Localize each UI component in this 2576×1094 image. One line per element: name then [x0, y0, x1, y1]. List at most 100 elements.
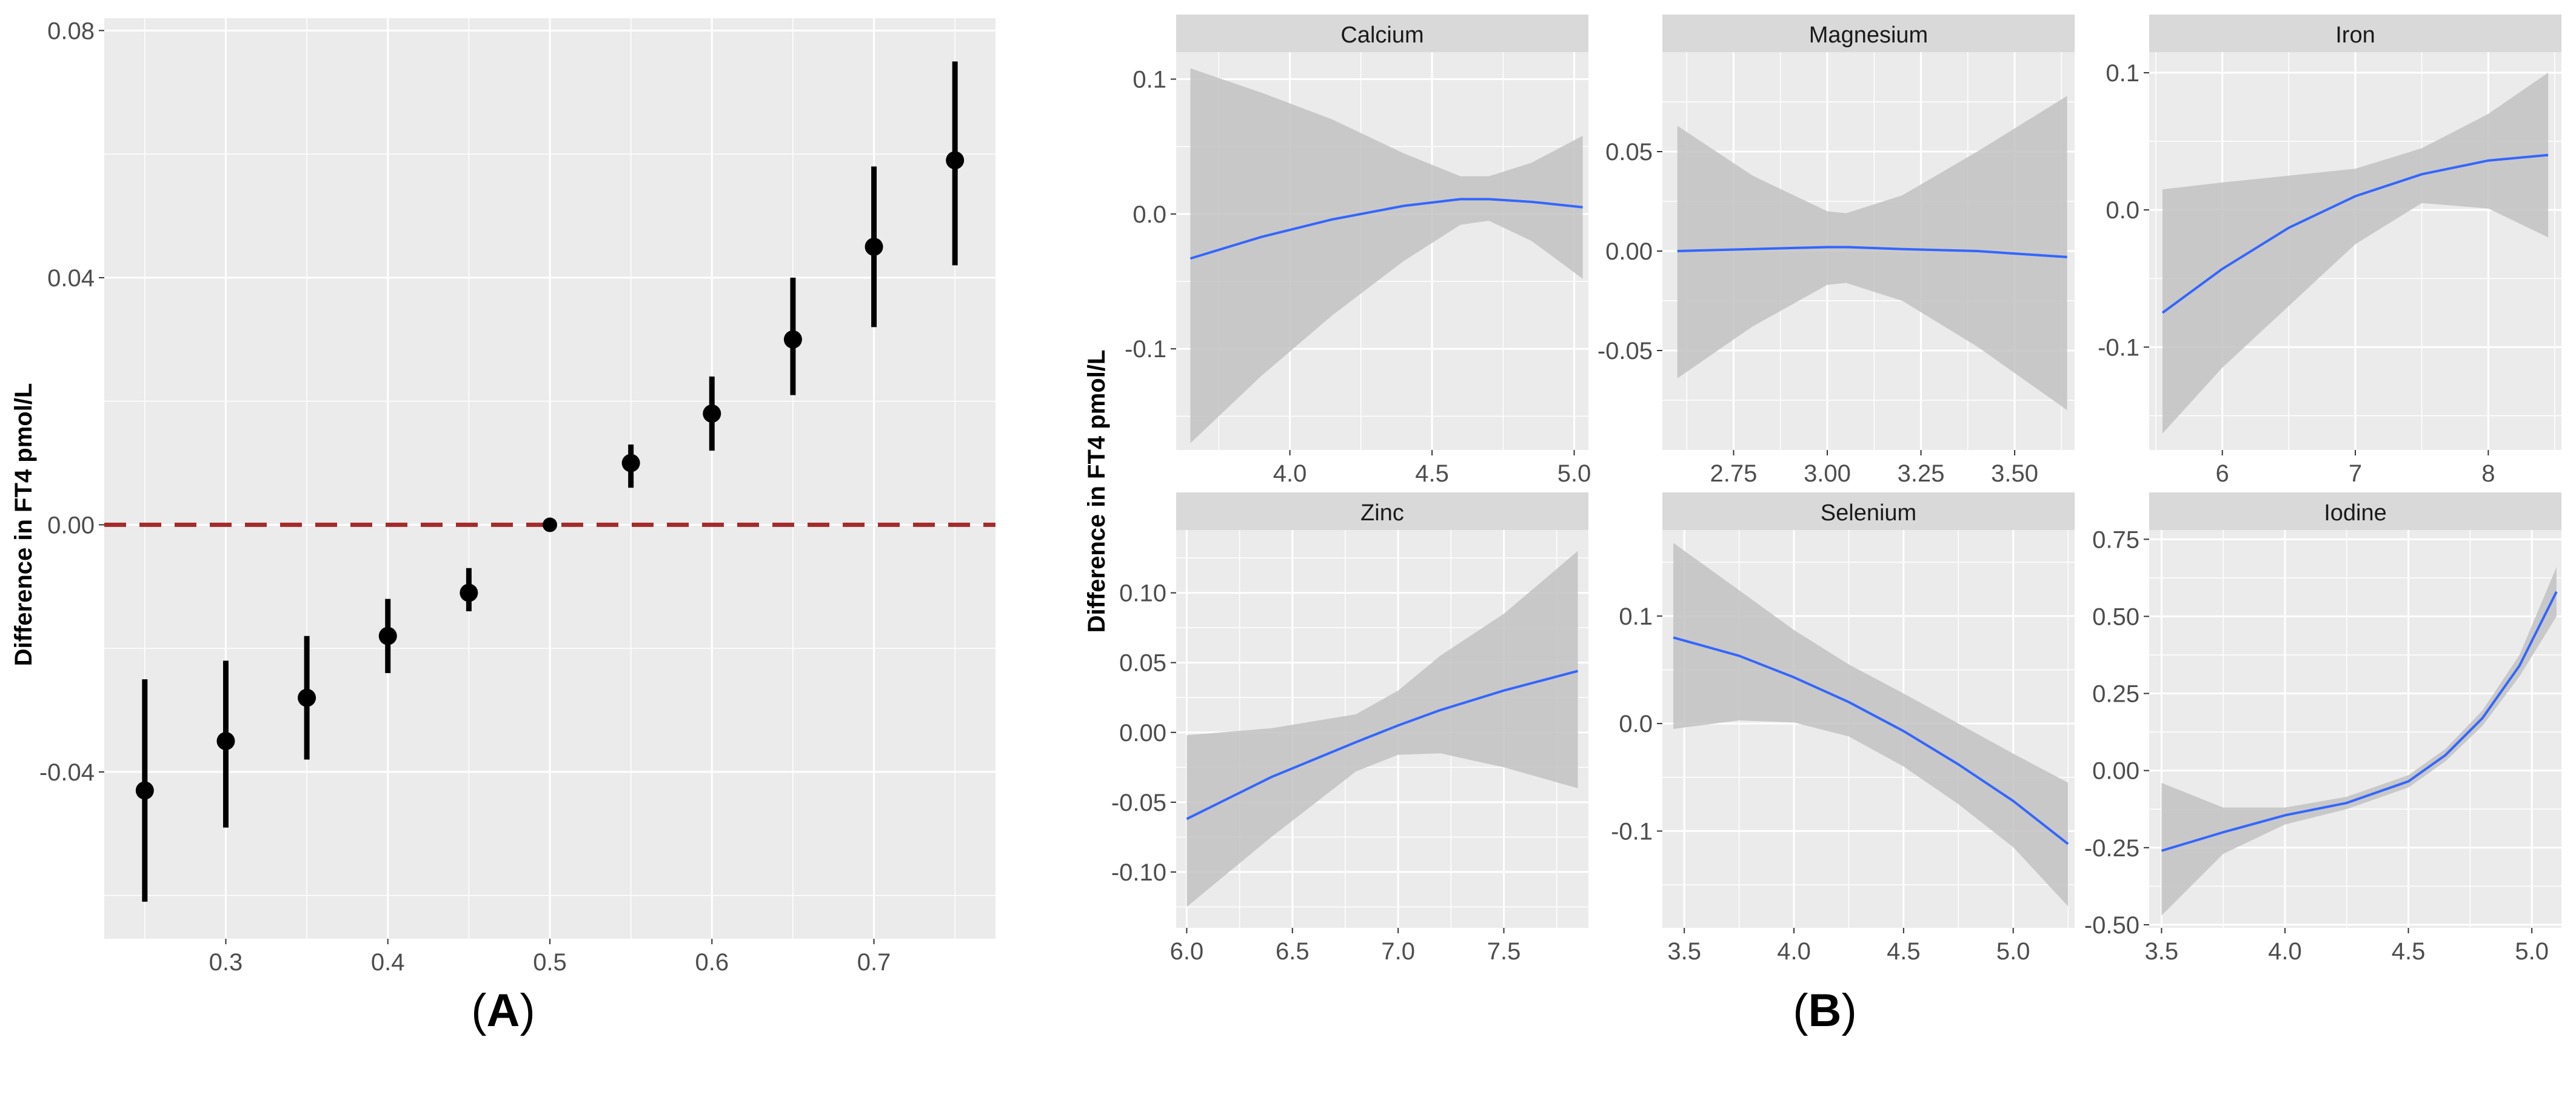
- facet-selenium-x-tick-label: 5.0: [1996, 938, 2030, 965]
- facet-selenium-strip-title: Selenium: [1821, 500, 1916, 526]
- panel-a-x-tick-label: 0.4: [371, 949, 405, 976]
- panel-a-point: [946, 151, 965, 170]
- facet-iodine-x-tick-label: 4.5: [2392, 938, 2426, 965]
- facet-iodine-fit-line: [2161, 591, 2558, 852]
- facet-magnesium-x-tick-label: 2.75: [1710, 460, 1758, 487]
- facet-iodine-y-tick-label: -0.50: [2084, 912, 2139, 939]
- facet-magnesium-y-tick-label: 0.00: [1605, 238, 1653, 265]
- facet-iron-fit-line: [2161, 153, 2549, 314]
- facet-iodine-strip: [2149, 492, 2561, 530]
- panel-a-x-tick-label: 0.3: [209, 949, 243, 976]
- panel-a-point: [216, 731, 235, 750]
- facet-iron-y-tick-label: 0.0: [2106, 197, 2139, 224]
- facet-selenium-y-tick-label: 0.0: [1619, 711, 1653, 737]
- facet-magnesium-x-tick-label: 3.50: [1991, 460, 2038, 487]
- panel-a-x-tick-label: 0.5: [533, 949, 567, 976]
- facet-iodine-y-tick-label: -0.25: [2084, 835, 2139, 862]
- panel-a-point: [783, 330, 802, 349]
- panel-a-point: [298, 688, 316, 707]
- facet-iron-x-tick-label: 8: [2481, 460, 2495, 487]
- facet-calcium-x-tick-label: 4.0: [1273, 460, 1307, 487]
- panel-a-point: [135, 781, 154, 800]
- facet-iron-x-tick-label: 6: [2216, 460, 2229, 487]
- facet-selenium-x-tick-label: 4.5: [1887, 938, 1921, 965]
- panel-a-y-tick-label: 0.04: [47, 265, 95, 292]
- facet-zinc-x-tick-label: 6.0: [1170, 938, 1204, 965]
- facet-iodine-y-tick-label: 0.75: [2092, 526, 2139, 553]
- facet-iodine-plot-background: [2149, 530, 2561, 928]
- facet-zinc-y-tick-label: 0.10: [1119, 580, 1166, 607]
- facet-iron-y-tick-label: -0.1: [2098, 334, 2139, 361]
- facet-zinc-y-tick-label: 0.05: [1119, 650, 1166, 677]
- facet-selenium-strip: [1662, 492, 2075, 530]
- facet-iodine-x-tick-label: 5.0: [2515, 938, 2549, 965]
- facet-iron-strip: [2149, 15, 2561, 52]
- facet-selenium-fit-line: [1673, 636, 2069, 845]
- facet-magnesium-x-tick-label: 3.25: [1898, 460, 1945, 487]
- facet-magnesium-strip: [1662, 15, 2075, 52]
- facet-zinc-y-tick-label: 0.00: [1119, 720, 1166, 747]
- facet-zinc-x-tick-label: 7.5: [1487, 938, 1521, 965]
- facet-selenium-x-tick-label: 4.0: [1777, 938, 1811, 965]
- facet-magnesium-strip-title: Magnesium: [1809, 22, 1928, 48]
- facet-iron-confidence-band: [2162, 72, 2549, 434]
- panel-a-y-tick-label: -0.04: [39, 759, 95, 786]
- facet-zinc-strip: [1176, 492, 1588, 530]
- facet-zinc-confidence-band: [1186, 551, 1578, 907]
- facet-zinc-y-tick-label: -0.05: [1111, 790, 1166, 816]
- facet-magnesium-fit-line: [1677, 246, 2067, 258]
- panel-b-facets: Calcium -0.1 0.0 0.1 4.0 4.5 5.0 Magnesium -0.05…: [1111, 15, 2561, 965]
- facet-iodine-strip-title: Iodine: [2324, 500, 2387, 526]
- panel-a-point: [460, 583, 478, 602]
- panel-a-point: [378, 626, 397, 645]
- panel-a-x-tick-label: 0.6: [695, 949, 729, 976]
- panel-a-y-tick-label: 0.08: [47, 18, 95, 44]
- facet-calcium-strip: [1176, 15, 1588, 52]
- facet-selenium: Selenium -0.1 0.0 0.1 3.5 4.0 4.5 5.0: [1611, 492, 2075, 965]
- facet-iodine-y-tick-label: 0.00: [2092, 758, 2139, 785]
- facet-iron-y-tick-label: 0.1: [2106, 60, 2139, 87]
- facet-iodine-y-tick-label: 0.50: [2092, 603, 2139, 630]
- facet-iron-strip-title: Iron: [2335, 22, 2375, 48]
- panel-a-point: [621, 454, 640, 472]
- facet-magnesium-y-tick-label: 0.05: [1605, 139, 1653, 166]
- facet-calcium-y-tick-label: -0.1: [1125, 336, 1166, 363]
- facet-calcium: Calcium -0.1 0.0 0.1 4.0 4.5 5.0: [1125, 15, 1591, 487]
- facet-selenium-y-tick-label: 0.1: [1619, 603, 1653, 630]
- panel-a-scatter: -0.04 0.00 0.04 0.08 0.3 0.4 0.5 0.6 0.7: [39, 18, 995, 976]
- panel-a-point: [703, 404, 721, 423]
- facet-calcium-x-tick-label: 5.0: [1557, 460, 1591, 487]
- facet-calcium-confidence-band: [1190, 68, 1583, 443]
- facet-calcium-fit-line: [1189, 198, 1583, 260]
- facet-iron: Iron -0.1 0.0 0.1 6 7 8: [2098, 15, 2561, 487]
- facet-magnesium-y-tick-label: -0.05: [1597, 338, 1653, 364]
- facet-iodine-y-tick-label: 0.25: [2092, 681, 2139, 708]
- panel-b-label: (B): [1793, 985, 1857, 1036]
- facet-zinc-y-tick-label: -0.10: [1111, 859, 1166, 886]
- facet-selenium-x-tick-label: 3.5: [1667, 938, 1701, 965]
- facet-calcium-x-tick-label: 4.5: [1415, 460, 1449, 487]
- panel-a-y-tick-label: 0.00: [47, 512, 95, 539]
- facet-zinc-x-tick-label: 7.0: [1381, 938, 1415, 965]
- facet-magnesium: Magnesium -0.05 0.00 0.05 2.75 3.00 3.25 3.50: [1597, 15, 2075, 487]
- facet-zinc: Zinc -0.10 -0.05 0.00 0.05 0.10 6.0 6.5 7.0 7.5: [1111, 492, 1588, 965]
- facet-zinc-fit-line: [1186, 669, 1579, 820]
- facet-calcium-strip-title: Calcium: [1340, 22, 1423, 48]
- facet-iodine-x-tick-label: 3.5: [2145, 938, 2179, 965]
- panel-b-y-axis-title: Difference in FT4 pmol/L: [1083, 350, 1110, 633]
- panel-a-point: [865, 237, 883, 256]
- panel-b-label-letter: B: [1808, 985, 1842, 1036]
- facet-magnesium-x-tick-label: 3.00: [1804, 460, 1851, 487]
- facet-iron-x-tick-label: 7: [2349, 460, 2362, 487]
- facet-iodine-x-tick-label: 4.0: [2268, 938, 2302, 965]
- facet-calcium-y-tick-label: 0.0: [1132, 201, 1166, 228]
- facet-zinc-strip-title: Zinc: [1360, 500, 1404, 526]
- facet-iodine-confidence-band: [2161, 567, 2557, 916]
- facet-iodine: Iodine -0.50 -0.25 0.00 0.25 0.50 0.75 3.5 4.0 4.…: [2084, 492, 2561, 965]
- facet-magnesium-confidence-band: [1677, 96, 2067, 411]
- facet-selenium-y-tick-label: -0.1: [1611, 818, 1653, 845]
- panel-a-point: [543, 517, 557, 532]
- panel-a-label: (A): [471, 985, 535, 1036]
- panel-a-y-axis-title: Difference in FT4 pmol/L: [10, 383, 37, 666]
